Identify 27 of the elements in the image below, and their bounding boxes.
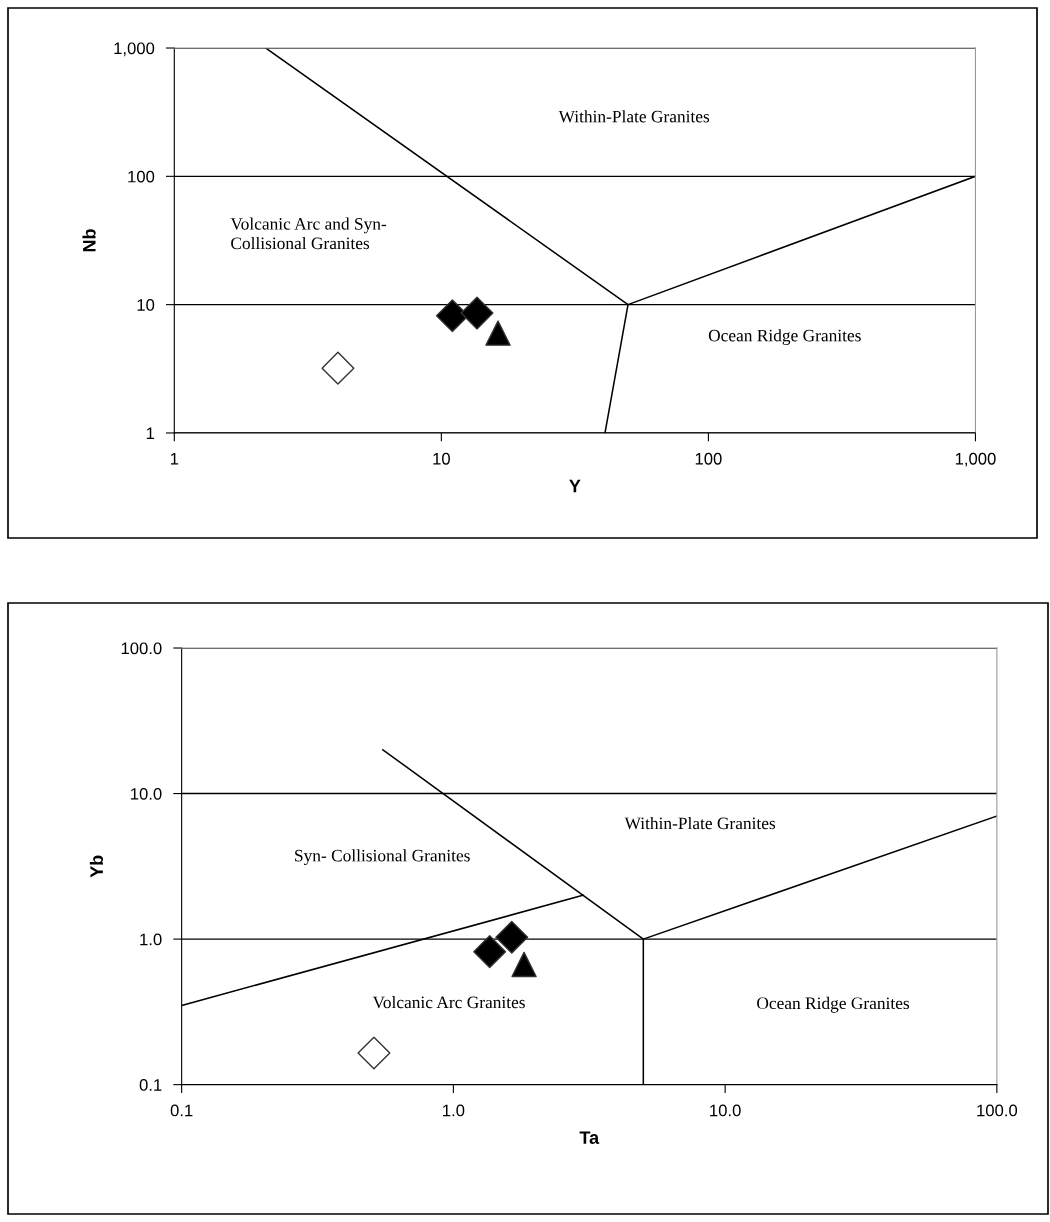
y-tick-label: 100.0 (121, 642, 162, 655)
x-tick-label: 0.1 (170, 1104, 193, 1117)
x-tick-label: 1.0 (443, 1104, 465, 1117)
y-axis-title: Yb (89, 855, 104, 878)
y-tick-label: 0.1 (139, 1079, 162, 1091)
y-tick-label: 10 (137, 299, 155, 311)
x-tick-label: 10 (433, 452, 450, 465)
x-tick-label: 100.0 (977, 1104, 1018, 1117)
x-tick-label: 100 (695, 452, 722, 465)
x-tick-label: 10.0 (710, 1104, 741, 1117)
y-axis-title: Nb (82, 229, 96, 252)
x-axis-title: Y (569, 479, 581, 493)
annotation: Ocean Ridge Granites (757, 996, 910, 1013)
y-tick-label: 10.0 (131, 787, 162, 800)
x-tick-label: 1 (170, 453, 179, 465)
y-tick-label: 100 (128, 170, 155, 183)
x-axis-title: Ta (579, 1131, 600, 1144)
annotation: Syn- Collisional Granites (295, 849, 470, 866)
y-tick-label: 1.0 (140, 933, 162, 946)
y-tick-label: 1 (146, 427, 155, 439)
annotation: Volcanic Arc Granites (372, 996, 525, 1009)
annotation: Within-Plate Granites (624, 816, 776, 830)
x-tick-label: 1,000 (955, 452, 996, 467)
y-tick-label: 1,000 (114, 42, 155, 57)
annotation: Ocean Ridge Granites (708, 329, 861, 345)
annotation: Within-Plate Granites (558, 110, 710, 123)
annotation: Volcanic Arc and Syn- Collisional Granites (230, 217, 387, 250)
